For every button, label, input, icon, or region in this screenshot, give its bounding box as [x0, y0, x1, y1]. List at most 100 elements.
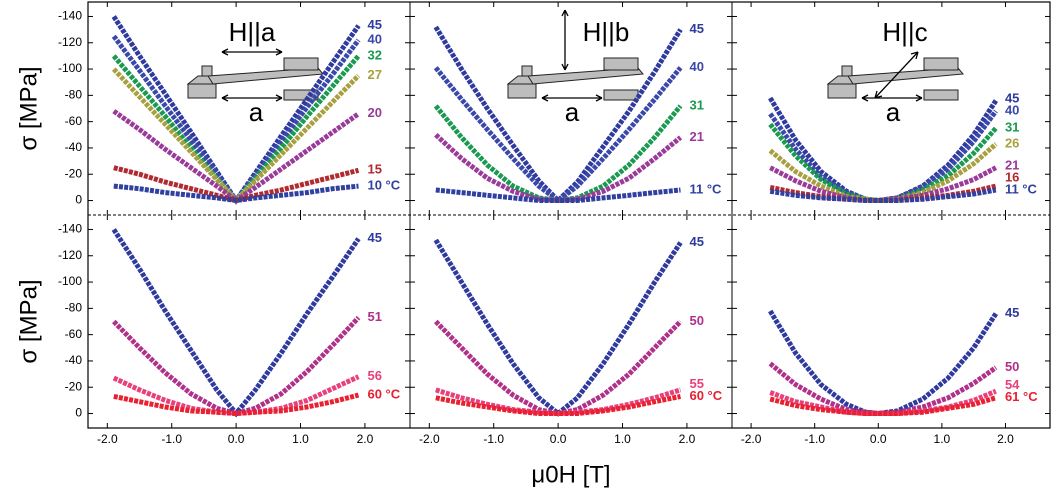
annotation: H||a — [229, 17, 276, 47]
y-tick-label: -140 — [58, 222, 82, 236]
series-label: 11 °C — [689, 181, 722, 196]
x-tick-label: -2.0 — [741, 432, 762, 446]
series-label: 45 — [367, 17, 381, 32]
series-line — [433, 25, 683, 205]
x-tick-label: -2.0 — [97, 432, 118, 446]
series-label: 55 — [689, 376, 703, 391]
series-line — [112, 374, 360, 417]
series-line — [769, 165, 998, 203]
series-label: 21 — [1005, 157, 1019, 172]
series-label: 15 — [367, 162, 381, 177]
x-tick-label: 2.0 — [997, 432, 1014, 446]
y-tick-label: -80 — [65, 88, 83, 102]
x-tick-label: 2.0 — [357, 432, 374, 446]
series-line — [112, 109, 360, 204]
frames — [87, 1, 1051, 429]
series-line — [113, 165, 360, 204]
series-label: 40 — [1005, 103, 1019, 118]
series-label: 21 — [689, 129, 703, 144]
field-arrows — [221, 9, 923, 102]
y-tick-label: -120 — [58, 248, 82, 262]
series-line — [113, 183, 359, 204]
series-line — [435, 393, 682, 416]
x-tick-label: 1.0 — [934, 432, 951, 446]
x-tick-label: -1.0 — [804, 432, 825, 446]
annotation: a — [565, 97, 580, 127]
sample-schematic — [186, 57, 324, 101]
x-tick-label: -2.0 — [419, 432, 440, 446]
series-label: 32 — [367, 47, 381, 62]
series-line — [769, 395, 997, 416]
series-line — [433, 66, 683, 204]
annotation: H||c — [882, 17, 927, 47]
y-tick-label: -20 — [65, 166, 83, 180]
series-label: 54 — [1005, 377, 1020, 392]
y-tick-label: -100 — [58, 274, 82, 288]
y-axis-label: σ [MPa] — [15, 279, 42, 363]
series-line — [769, 187, 997, 203]
series-label: 10 °C — [367, 178, 400, 193]
series-line — [112, 315, 361, 417]
schematics — [186, 9, 964, 102]
series-label: 27 — [367, 67, 381, 82]
series-label: 60 °C — [689, 388, 722, 403]
x-tick-label: 2.0 — [679, 432, 696, 446]
y-tick-label: -60 — [65, 114, 83, 128]
y-tick-label: -20 — [65, 379, 83, 393]
x-tick-label: 0.0 — [228, 432, 245, 446]
y-tick-label: -80 — [65, 301, 83, 315]
series-line — [111, 228, 361, 418]
series-line — [768, 96, 998, 204]
y-tick-label: 0 — [75, 193, 82, 207]
y-tick-label: 0 — [75, 406, 82, 420]
series-label: 60 °C — [367, 387, 400, 402]
series-label: 50 — [689, 313, 703, 328]
series-line — [433, 104, 683, 204]
series-label: 31 — [1005, 120, 1019, 135]
x-tick-label: -1.0 — [161, 432, 182, 446]
series-label: 45 — [1005, 91, 1019, 106]
series-label: 61 °C — [1005, 389, 1038, 404]
series-line — [434, 132, 683, 204]
y-tick-label: -100 — [58, 61, 82, 75]
series-line — [768, 109, 998, 204]
series-label: 26 — [1005, 135, 1019, 150]
y-tick-label: -140 — [58, 9, 82, 23]
x-tick-label: -1.0 — [483, 432, 504, 446]
series-line — [113, 392, 360, 417]
series-label: 50 — [1005, 359, 1019, 374]
series-line — [768, 309, 998, 417]
sample-schematic — [506, 57, 644, 101]
x-tick-label: 0.0 — [550, 432, 567, 446]
series-line — [433, 238, 683, 417]
series-label: 40 — [689, 59, 703, 74]
annotation: H||b — [583, 17, 630, 47]
x-tick-label: 0.0 — [870, 432, 887, 446]
x-axis-label: μ0H [T] — [531, 461, 610, 488]
series-label: 20 — [367, 105, 381, 120]
series-label: 16 — [1005, 169, 1019, 184]
series-label: 11 °C — [1005, 181, 1038, 196]
series-line — [768, 122, 998, 204]
y-tick-label: -40 — [65, 140, 83, 154]
series-line — [769, 388, 997, 416]
annotation: a — [886, 97, 901, 127]
series-label: 45 — [367, 230, 381, 245]
series-label: 40 — [367, 32, 381, 47]
x-tick-label: 1.0 — [614, 432, 631, 446]
series-label: 45 — [689, 234, 703, 249]
series-line — [435, 187, 681, 203]
series-label: 51 — [367, 309, 381, 324]
y-tick-label: -120 — [58, 35, 82, 49]
sample-schematic — [826, 57, 964, 101]
y-tick-label: -40 — [65, 353, 83, 367]
series-line — [768, 142, 998, 204]
annotation: a — [249, 97, 264, 127]
series-label: 31 — [689, 97, 703, 112]
series-label: 45 — [1005, 305, 1019, 320]
series-label: 45 — [689, 21, 703, 36]
series-label: 56 — [367, 368, 381, 383]
x-tick-label: 1.0 — [292, 432, 309, 446]
y-tick-label: -60 — [65, 327, 83, 341]
